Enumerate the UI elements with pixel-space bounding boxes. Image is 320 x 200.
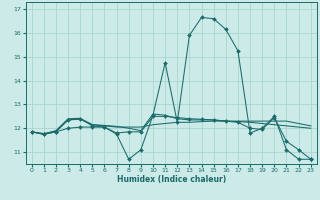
- X-axis label: Humidex (Indice chaleur): Humidex (Indice chaleur): [116, 175, 226, 184]
